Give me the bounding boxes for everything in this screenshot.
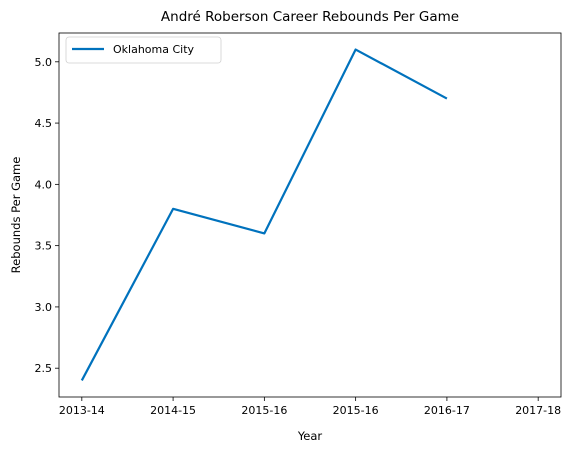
- legend-label: Oklahoma City: [113, 43, 195, 56]
- y-tick-label: 3.0: [35, 301, 53, 314]
- axis-ticks: 2013-14 2014-15 2015-16 2015-16 2016-17 2017-…: [35, 56, 562, 417]
- legend-box: [65, 36, 222, 64]
- y-tick-label: 3.5: [35, 240, 53, 253]
- x-tick-label: 2015-16: [241, 404, 287, 417]
- plot-frame: [58, 32, 562, 398]
- y-tick-label: 5.0: [35, 56, 53, 69]
- legend: Oklahoma City: [65, 36, 222, 64]
- y-tick-label: 2.5: [35, 362, 53, 375]
- x-axis-label: Year: [297, 429, 323, 443]
- chart-title: André Roberson Career Rebounds Per Game: [161, 9, 459, 25]
- series-layer: [80, 48, 448, 381]
- series-line: [80, 48, 448, 381]
- x-tick-label: 2013-14: [59, 404, 105, 417]
- x-tick-label: 2014-15: [150, 404, 196, 417]
- x-tick-label: 2015-16: [333, 404, 379, 417]
- y-axis-label: Rebounds Per Game: [9, 157, 23, 274]
- x-tick-label: 2017-18: [515, 404, 561, 417]
- y-tick-label: 4.0: [35, 178, 53, 191]
- x-tick-label: 2016-17: [424, 404, 470, 417]
- y-tick-label: 4.5: [35, 117, 53, 130]
